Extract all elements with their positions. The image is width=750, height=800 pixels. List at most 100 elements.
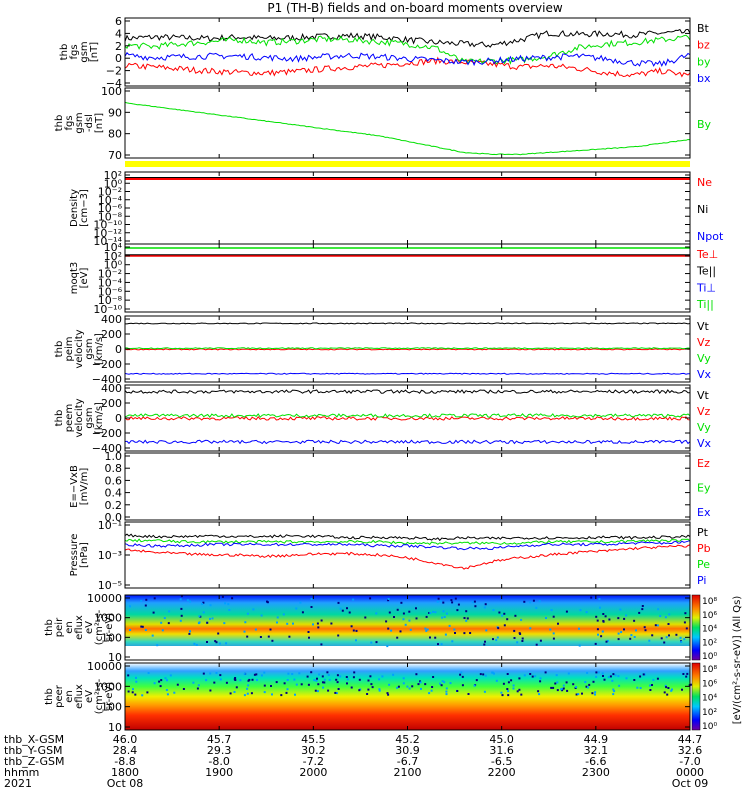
legend-Ex: Ex xyxy=(697,506,711,519)
y-axis-label: [km/s] xyxy=(94,333,105,365)
speckle xyxy=(467,693,470,695)
speckle xyxy=(660,637,663,640)
speckle xyxy=(625,677,628,680)
speckle xyxy=(243,694,246,697)
speckle xyxy=(426,628,429,631)
speckle xyxy=(500,691,503,694)
speckle xyxy=(350,625,353,628)
y-axis-label: eflux xyxy=(74,615,85,640)
y-tick-label: −2 xyxy=(106,65,122,78)
speckle xyxy=(132,688,134,691)
speckle xyxy=(327,674,330,676)
speckle xyxy=(459,673,462,676)
x-tick-label: 1800 xyxy=(111,766,139,779)
speckle xyxy=(602,675,604,677)
y-tick-label: 200 xyxy=(101,328,122,341)
speckle xyxy=(463,632,466,635)
y-axis-label: gsm xyxy=(84,338,95,359)
speckle xyxy=(608,618,611,621)
speckle xyxy=(679,636,682,639)
speckle xyxy=(689,683,692,686)
speckle xyxy=(396,686,399,689)
speckle xyxy=(439,600,442,603)
panel-pressure: 10⁻¹ 10⁻³ 10⁻⁵ Pressure [nPa] Pt Pb Pe Pi xyxy=(69,519,711,592)
panel-frame xyxy=(124,87,691,159)
speckle xyxy=(597,633,599,636)
speckle xyxy=(387,627,390,630)
y-axis-label: sr-eV) xyxy=(104,682,115,711)
colorbar-gradient xyxy=(691,594,701,661)
series-bx xyxy=(124,51,691,68)
y-tick-label: 10² xyxy=(104,169,122,182)
speckle xyxy=(160,621,163,624)
speckle xyxy=(633,619,636,622)
speckle xyxy=(471,601,474,604)
x-tick-label: 2300 xyxy=(582,766,610,779)
speckle xyxy=(595,615,598,618)
speckle xyxy=(180,595,183,598)
speckle xyxy=(419,681,422,684)
speckle xyxy=(663,691,666,694)
y-tick-label: 1000 xyxy=(94,680,122,693)
speckle xyxy=(544,671,547,674)
speckle xyxy=(176,683,179,686)
x-row-label: thb_Z-GSM xyxy=(4,755,64,768)
speckle xyxy=(263,671,266,674)
speckle xyxy=(539,639,542,642)
speckle xyxy=(604,615,607,618)
speckle xyxy=(197,684,200,687)
y-tick-label: 10² xyxy=(104,250,122,263)
speckle xyxy=(664,616,667,619)
speckle xyxy=(371,686,374,689)
speckle xyxy=(408,610,411,613)
speckle xyxy=(234,677,237,679)
y-tick-label: 70 xyxy=(108,149,122,162)
speckle xyxy=(156,644,159,647)
speckle xyxy=(590,596,593,599)
y-axis-label: velocity xyxy=(74,398,85,437)
speckle xyxy=(385,620,388,623)
speckle xyxy=(456,690,459,692)
speckle xyxy=(213,681,216,684)
speckle xyxy=(387,693,390,696)
x-row-value: 30.2 xyxy=(301,744,326,757)
speckle xyxy=(369,597,372,600)
y-tick-label: 10⁻⁵ xyxy=(98,579,122,592)
speckle xyxy=(682,673,685,675)
speckle xyxy=(575,686,578,688)
speckle xyxy=(642,673,645,676)
y-axis-label: thb xyxy=(59,44,70,61)
speckle xyxy=(451,601,454,604)
x-tick-label: 2100 xyxy=(394,766,422,779)
speckle xyxy=(652,678,655,681)
speckle xyxy=(445,612,448,615)
speckle xyxy=(445,687,448,690)
y-tick-label: 90 xyxy=(108,106,122,119)
speckle xyxy=(496,636,499,639)
speckle xyxy=(554,682,557,685)
speckle xyxy=(501,694,504,697)
speckle xyxy=(491,671,494,674)
speckle xyxy=(167,622,170,625)
legend-Pi: Pi xyxy=(697,574,706,587)
speckle xyxy=(602,613,605,615)
speckle xyxy=(584,681,587,683)
speckle xyxy=(454,632,456,634)
x-date-label: Oct 08 xyxy=(107,777,144,790)
speckle xyxy=(633,636,636,638)
speckle xyxy=(465,610,468,613)
speckle xyxy=(595,671,598,674)
speckle xyxy=(248,678,251,681)
speckle xyxy=(316,690,319,693)
colorbar-tick-label: 10⁶ xyxy=(702,679,717,689)
speckle xyxy=(629,637,632,640)
speckle xyxy=(562,687,565,690)
speckle xyxy=(432,610,435,613)
x-row-value: 45.7 xyxy=(207,733,232,746)
spectrogram xyxy=(125,663,690,730)
speckle xyxy=(339,607,342,610)
speckle xyxy=(550,609,553,612)
speckle xyxy=(299,601,302,604)
panel-peem: 400 200 0 −200 −400 thb peem velocity gsm [km/s] V… xyxy=(54,382,712,455)
speckle xyxy=(225,642,228,645)
